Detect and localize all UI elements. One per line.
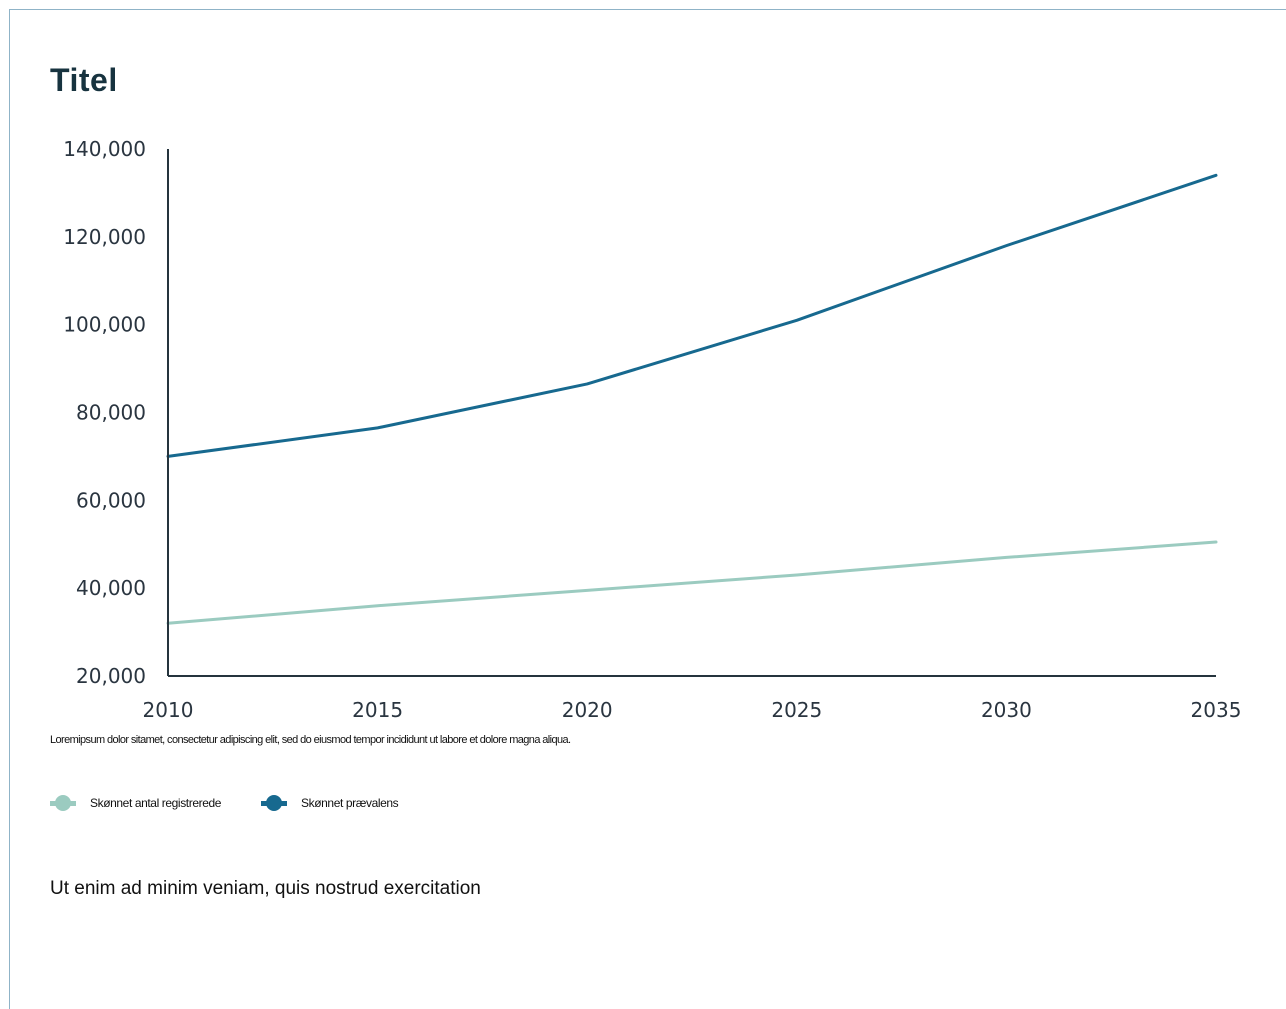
series-lines xyxy=(166,173,1218,625)
axes xyxy=(167,149,1216,677)
x-tick-label: 2015 xyxy=(352,698,403,722)
x-tick-label: 2035 xyxy=(1191,698,1242,722)
body-note: Ut enim ad minim veniam, quis nostrud ex… xyxy=(50,878,481,899)
chart-caption: Loremipsum dolor sitamet, consectetur ad… xyxy=(50,734,571,746)
y-tick-label: 60,000 xyxy=(76,488,146,512)
y-tick-label: 20,000 xyxy=(76,664,146,688)
y-tick-label: 40,000 xyxy=(76,576,146,600)
x-axis-ticks: 2010 2015 2020 2025 2030 2035 xyxy=(143,698,1242,722)
x-tick-label: 2030 xyxy=(981,698,1032,722)
legend-label-prevalence: Skønnet prævalens xyxy=(301,796,399,810)
legend-item-registered: Skønnet antal registrerede xyxy=(50,795,221,811)
y-axis-ticks: 20,000 40,000 60,000 80,000 100,000 120,000 14… xyxy=(63,137,146,688)
x-tick-label: 2025 xyxy=(771,698,822,722)
legend-item-prevalence: Skønnet prævalens xyxy=(261,795,399,811)
series-line-0 xyxy=(166,540,1218,625)
legend-label-registered: Skønnet antal registrerede xyxy=(90,796,222,810)
chart-title: Titel xyxy=(50,62,118,98)
y-tick-label: 80,000 xyxy=(76,401,146,425)
series-line-1 xyxy=(166,173,1218,458)
legend-swatch-registered xyxy=(50,795,76,811)
page-frame xyxy=(9,9,1286,1009)
y-tick-label: 140,000 xyxy=(63,137,146,161)
chart-legend: Skønnet antal registrerede Skønnet præva… xyxy=(50,795,399,811)
y-tick-label: 100,000 xyxy=(63,313,146,337)
legend-swatch-prevalence xyxy=(261,795,288,811)
line-chart: 20,000 40,000 60,000 80,000 100,000 120,000 14… xyxy=(63,137,1242,722)
x-tick-label: 2020 xyxy=(562,698,613,722)
x-tick-label: 2010 xyxy=(143,698,194,722)
y-tick-label: 120,000 xyxy=(63,225,146,249)
